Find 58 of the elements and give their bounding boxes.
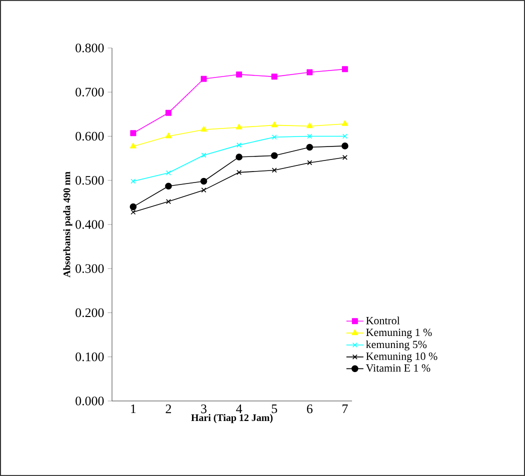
point (271, 74, 278, 80)
point (236, 71, 242, 78)
point (307, 134, 312, 139)
y-axis-title: Absorbansi pada 490 nm (63, 172, 72, 278)
point (201, 188, 206, 193)
y-tick-label: 0.200 (76, 308, 104, 318)
point (270, 152, 278, 160)
legend-label: kemuning 5% (366, 340, 427, 350)
point (342, 142, 348, 150)
y-tick-label: 0.100 (76, 352, 104, 362)
y-tick-label: 0.700 (76, 88, 104, 97)
point (165, 132, 172, 138)
point (236, 154, 242, 160)
point (200, 76, 207, 82)
point (272, 134, 277, 140)
y-tick-label: 0.400 (76, 220, 104, 229)
point (236, 142, 242, 148)
point (130, 203, 137, 210)
point (130, 210, 136, 215)
point (166, 170, 171, 176)
point (165, 182, 172, 190)
point (342, 154, 348, 160)
y-tick-label: 0.500 (76, 176, 104, 185)
point (271, 122, 278, 128)
point (166, 199, 171, 204)
point (306, 144, 314, 151)
point (130, 130, 136, 136)
x-tick-label: 4 (236, 404, 242, 414)
point (201, 152, 206, 158)
y-tick-label: 0.800 (76, 44, 104, 52)
point (236, 124, 242, 130)
x-tick-label: 1 (131, 404, 136, 414)
point (165, 110, 172, 116)
point (306, 122, 313, 128)
point (306, 69, 313, 76)
point (342, 66, 348, 72)
point (130, 178, 136, 184)
point (342, 134, 348, 139)
legend-label: Kemuning 10 % (366, 352, 438, 362)
legend-label: Vitamin E 1 % (366, 364, 430, 372)
point (307, 160, 312, 166)
point (200, 178, 208, 185)
point (236, 170, 242, 175)
x-tick-label: 5 (272, 404, 278, 414)
legend-label: Kemuning 1 % (366, 328, 432, 338)
x-tick-label: 7 (342, 404, 348, 413)
y-tick-label: 0.000 (76, 396, 104, 406)
point (342, 120, 348, 126)
x-axis-title: Hari (Tiap 12 Jam) (191, 414, 273, 424)
x-tick-label: 6 (306, 404, 313, 414)
point (272, 168, 277, 173)
x-tick-label: 2 (166, 404, 172, 414)
x-tick-label: 3 (201, 404, 207, 414)
point (200, 126, 207, 132)
point (130, 142, 136, 148)
legend-label: Kontrol (366, 316, 400, 324)
y-tick-label: 0.600 (76, 132, 104, 141)
y-tick-label: 0.300 (76, 264, 104, 274)
